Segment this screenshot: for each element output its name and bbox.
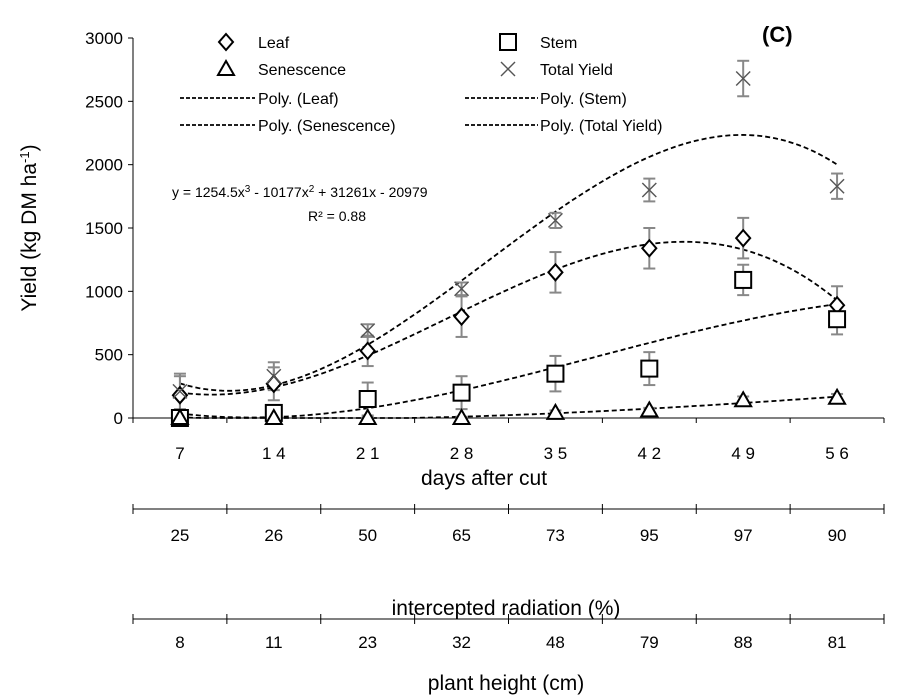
legend-marker-cross [500, 61, 516, 77]
x-axis-title: days after cut [421, 467, 547, 490]
data-point-triangle [357, 407, 378, 425]
secondary-tick-label: 90 [828, 526, 847, 545]
data-point-triangle [264, 407, 284, 425]
legend-trend-label: Poly. (Leaf) [258, 91, 339, 108]
trend-line-triangle [179, 395, 838, 419]
y-tick-label: 2000 [85, 156, 123, 175]
panel-label: (C) [762, 22, 793, 47]
x-tick-label: 2 8 [450, 444, 474, 463]
legend-trend-label: Poly. (Total Yield) [540, 118, 662, 135]
secondary-axis-title: intercepted radiation (%) [392, 597, 621, 620]
secondary-tick-label: 32 [452, 633, 471, 652]
secondary-tick-label: 25 [170, 526, 189, 545]
y-tick-label: 1500 [85, 219, 123, 238]
legend-trend-label: Poly. (Stem) [540, 91, 627, 108]
trend-line-cross [179, 133, 838, 392]
trend-equation: y = 1254.5x3 - 10177x2 + 31261x - 20979 [172, 184, 428, 201]
data-point-diamond [547, 262, 564, 282]
data-point-cross [829, 178, 845, 194]
trend-line-diamond [179, 240, 838, 396]
trend-lines [179, 133, 838, 419]
x-tick-label: 4 9 [731, 444, 755, 463]
y-tick-label: 500 [95, 346, 123, 365]
x-tick-label: 3 5 [544, 444, 568, 463]
data-point-cross [547, 212, 563, 228]
legend-marker-diamond [217, 32, 235, 52]
data-point-cross [454, 281, 470, 297]
secondary-axis-1: 25 26 50 65 73 95 97 90 intercepted radiation (%… [132, 504, 885, 620]
legend-trend-label: Poly. (Senescence) [258, 118, 396, 135]
y-tick-label: 1000 [85, 282, 123, 301]
y-axis-title: Yield (kg DM ha-1) [17, 144, 42, 311]
secondary-axis-2: 8 11 23 32 48 79 88 81 plant height (cm) [132, 614, 885, 695]
data-point-square [828, 310, 847, 329]
secondary-tick-label: 23 [358, 633, 377, 652]
data-point-square [734, 270, 753, 289]
data-point-triangle [827, 387, 847, 405]
y-tick-label: 0 [114, 409, 123, 428]
data-point-square [546, 364, 565, 383]
secondary-tick-label: 11 [265, 633, 283, 652]
legend-label: Leaf [258, 35, 290, 52]
trend-line-square [179, 303, 838, 419]
data-point-square [640, 359, 659, 378]
y-tick-label: 3000 [85, 29, 123, 48]
secondary-tick-label: 50 [358, 526, 377, 545]
x-tick-label: 4 2 [637, 444, 661, 463]
plot-axes: 0 500 1000 1500 2000 2500 3000 7 1 4 2 1 2 8 3 5 4 2… [85, 29, 885, 463]
data-point-cross [172, 383, 188, 399]
y-tick-label: 2500 [85, 92, 123, 111]
legend-marker-triangle [216, 58, 236, 76]
data-point-triangle [639, 400, 660, 418]
data-point-cross [266, 368, 282, 384]
secondary-tick-label: 26 [264, 526, 283, 545]
data-point-diamond [453, 307, 470, 327]
data-point-diamond [640, 238, 658, 258]
secondary-axis-title: plant height (cm) [428, 672, 584, 695]
secondary-tick-label: 48 [546, 633, 565, 652]
secondary-axes: 25 26 50 65 73 95 97 90 intercepted radiation (%… [132, 504, 885, 695]
r-squared: R² = 0.88 [308, 208, 366, 224]
secondary-tick-label: 81 [828, 633, 847, 652]
data-point-cross [641, 182, 657, 198]
data-point-triangle [545, 402, 566, 420]
data-point-diamond [171, 385, 189, 405]
legend: Leaf Stem Senescence Total Yield Poly. (Leaf… [180, 32, 662, 135]
secondary-tick-label: 97 [734, 526, 753, 545]
x-tick-label: 1 4 [262, 444, 286, 463]
data-point-triangle [451, 407, 472, 425]
data-point-triangle [170, 407, 190, 425]
x-tick-label: 5 6 [825, 444, 849, 463]
data-point-diamond [359, 341, 377, 361]
x-tick-label: 7 [175, 444, 184, 463]
data-point-cross [735, 71, 751, 87]
legend-label: Total Yield [540, 62, 613, 79]
legend-marker-square [499, 33, 517, 51]
data-point-square [358, 390, 377, 408]
secondary-tick-label: 95 [640, 526, 659, 545]
data-point-diamond [734, 228, 752, 248]
secondary-tick-label: 8 [175, 633, 184, 652]
data-point-triangle [733, 390, 753, 408]
legend-label: Stem [540, 35, 577, 52]
secondary-tick-label: 88 [734, 633, 753, 652]
x-tick-label: 2 1 [356, 444, 380, 463]
data-markers [170, 71, 847, 427]
data-point-cross [360, 323, 376, 339]
data-point-square [452, 383, 471, 402]
secondary-tick-label: 79 [640, 633, 659, 652]
legend-label: Senescence [258, 62, 346, 79]
secondary-tick-label: 65 [452, 526, 471, 545]
secondary-tick-label: 73 [546, 526, 565, 545]
